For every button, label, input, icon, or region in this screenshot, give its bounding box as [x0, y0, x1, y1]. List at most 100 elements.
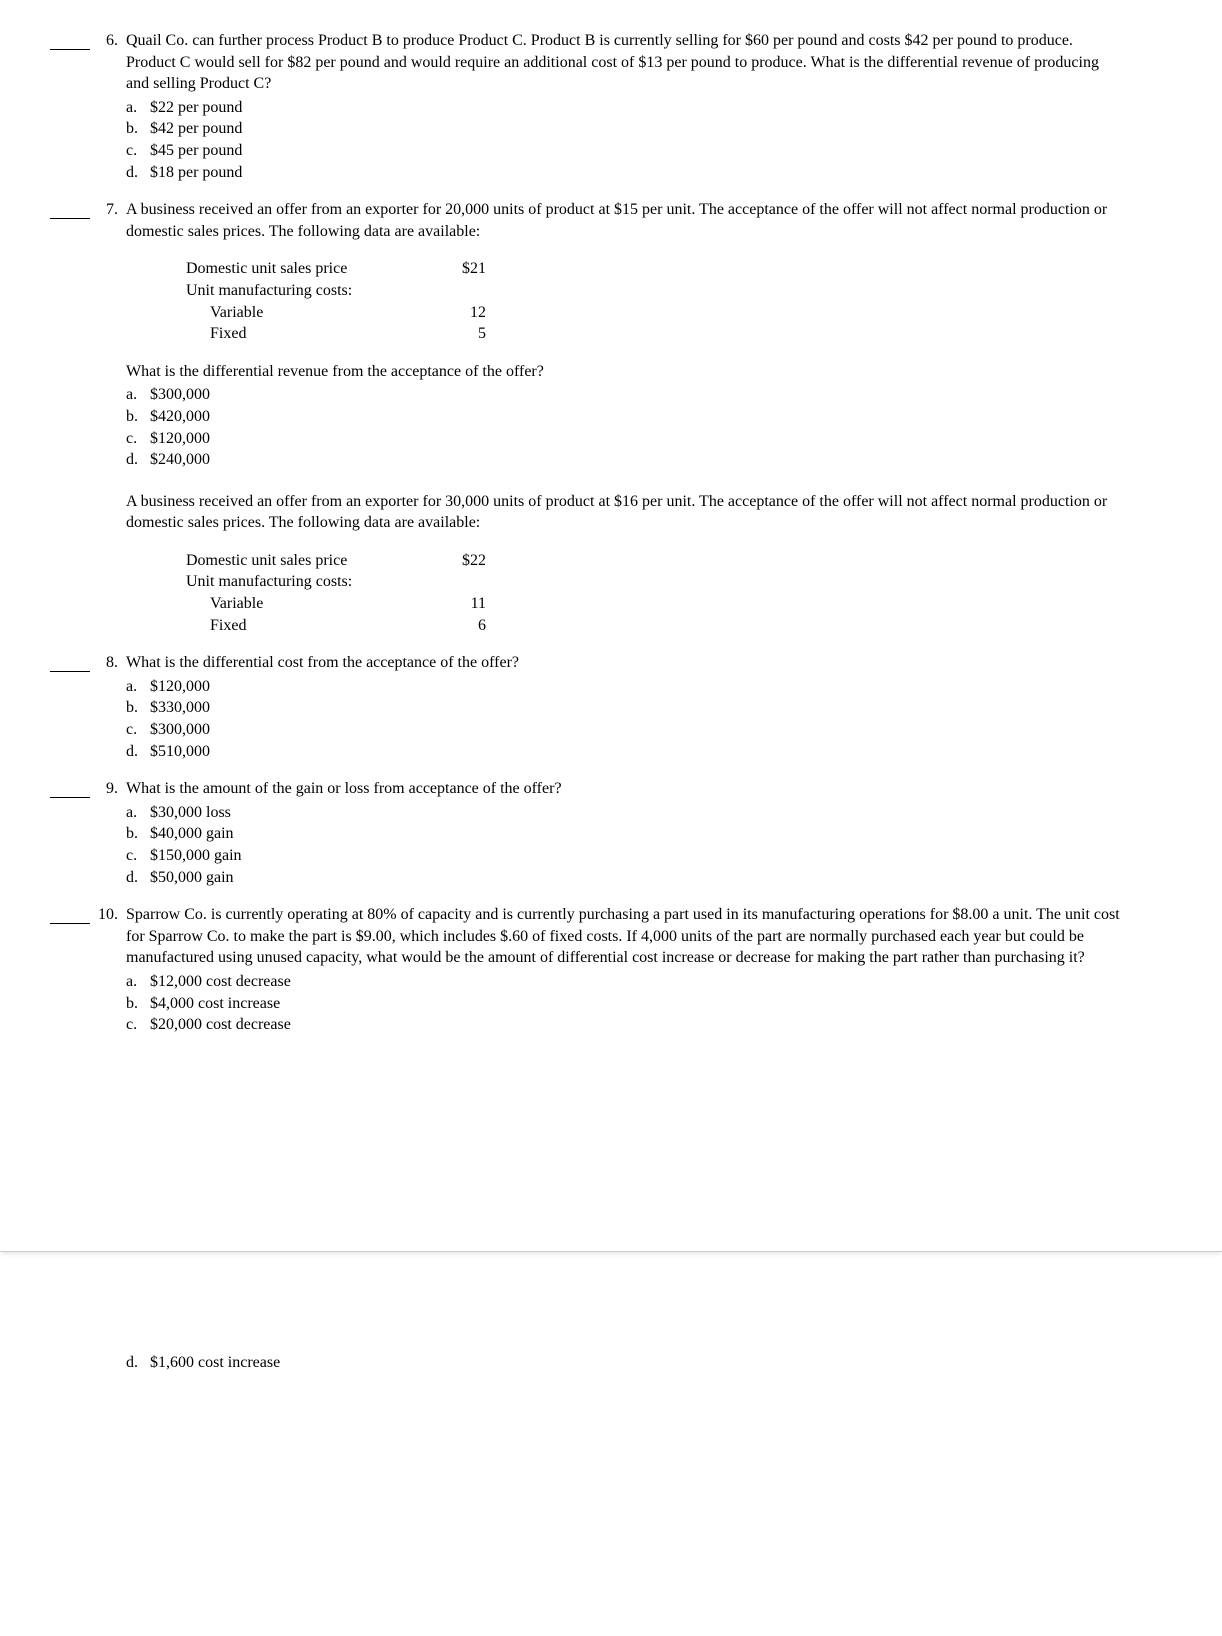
- answer-blank-8[interactable]: [50, 656, 90, 672]
- data-label: Fixed: [186, 615, 426, 637]
- data-value: 5: [426, 323, 486, 345]
- option-d: d. $240,000: [126, 449, 1122, 471]
- option-text: $12,000 cost decrease: [150, 971, 1122, 993]
- option-text: $4,000 cost increase: [150, 993, 1122, 1015]
- question-6: 6. Quail Co. can further process Product…: [50, 30, 1122, 183]
- question-number: 7.: [98, 199, 126, 471]
- question-text: Sparrow Co. is currently operating at 80…: [126, 904, 1122, 969]
- option-text: $300,000: [150, 384, 1122, 406]
- option-b: b. $420,000: [126, 406, 1122, 428]
- option-a: a. $120,000: [126, 676, 1122, 698]
- option-marker: c.: [126, 140, 150, 162]
- answer-blank-6[interactable]: [50, 34, 90, 50]
- page-break: [0, 1052, 1222, 1252]
- option-text: $40,000 gain: [150, 823, 1122, 845]
- question-content: What is the differential cost from the a…: [126, 652, 1122, 762]
- option-marker: b.: [126, 406, 150, 428]
- option-marker: b.: [126, 823, 150, 845]
- question-content: What is the amount of the gain or loss f…: [126, 778, 1122, 888]
- data-value: 6: [426, 615, 486, 637]
- option-c: c. $300,000: [126, 719, 1122, 741]
- option-text: $120,000: [150, 676, 1122, 698]
- option-text: $120,000: [150, 428, 1122, 450]
- option-marker: a.: [126, 802, 150, 824]
- options-list: a. $30,000 loss b. $40,000 gain c. $150,…: [126, 802, 1122, 888]
- option-d: d. $50,000 gain: [126, 867, 1122, 889]
- option-text: $30,000 loss: [150, 802, 1122, 824]
- data-label: Unit manufacturing costs:: [186, 280, 426, 302]
- option-b: b. $40,000 gain: [126, 823, 1122, 845]
- data-label: Variable: [186, 593, 426, 615]
- option-marker: d.: [126, 1352, 150, 1374]
- option-marker: c.: [126, 428, 150, 450]
- data-row: Fixed 6: [186, 615, 1122, 637]
- question-content: A business received an offer from an exp…: [126, 199, 1122, 471]
- option-d: d. $510,000: [126, 741, 1122, 763]
- option-marker: a.: [126, 97, 150, 119]
- option-text: $330,000: [150, 697, 1122, 719]
- option-d: d. $18 per pound: [126, 162, 1122, 184]
- data-label: Domestic unit sales price: [186, 550, 426, 572]
- option-text: $22 per pound: [150, 97, 1122, 119]
- option-text: $150,000 gain: [150, 845, 1122, 867]
- option-marker: a.: [126, 971, 150, 993]
- option-c: c. $20,000 cost decrease: [126, 1014, 1122, 1036]
- data-value: $21: [426, 258, 486, 280]
- data-value: 12: [426, 302, 486, 324]
- question-9: 9. What is the amount of the gain or los…: [50, 778, 1122, 888]
- question-number: 10.: [98, 904, 126, 1036]
- option-marker: a.: [126, 676, 150, 698]
- option-c: c. $150,000 gain: [126, 845, 1122, 867]
- question-10-option-d-orphan: d. $1,600 cost increase: [126, 1352, 1122, 1374]
- question-text: What is the amount of the gain or loss f…: [126, 778, 1122, 800]
- option-text: $50,000 gain: [150, 867, 1122, 889]
- option-d: d. $1,600 cost increase: [126, 1352, 1122, 1374]
- option-marker: c.: [126, 845, 150, 867]
- options-list: a. $300,000 b. $420,000 c. $120,000 d. $…: [126, 384, 1122, 470]
- data-row: Fixed 5: [186, 323, 1122, 345]
- question-content: Sparrow Co. is currently operating at 80…: [126, 904, 1122, 1036]
- question-text: A business received an offer from an exp…: [126, 199, 1122, 242]
- data-label: Unit manufacturing costs:: [186, 571, 426, 593]
- question-number: 6.: [98, 30, 126, 183]
- option-text: $20,000 cost decrease: [150, 1014, 1122, 1036]
- option-text: $240,000: [150, 449, 1122, 471]
- option-b: b. $42 per pound: [126, 118, 1122, 140]
- option-a: a. $12,000 cost decrease: [126, 971, 1122, 993]
- data-label: Fixed: [186, 323, 426, 345]
- options-list: a. $12,000 cost decrease b. $4,000 cost …: [126, 971, 1122, 1036]
- data-value: $22: [426, 550, 486, 572]
- option-text: $45 per pound: [150, 140, 1122, 162]
- option-a: a. $22 per pound: [126, 97, 1122, 119]
- data-row: Unit manufacturing costs:: [186, 280, 1122, 302]
- option-marker: c.: [126, 719, 150, 741]
- option-marker: d.: [126, 449, 150, 471]
- option-text: $300,000: [150, 719, 1122, 741]
- options-list: a. $120,000 b. $330,000 c. $300,000 d. $…: [126, 676, 1122, 762]
- option-a: a. $300,000: [126, 384, 1122, 406]
- data-label: Variable: [186, 302, 426, 324]
- question-7: 7. A business received an offer from an …: [50, 199, 1122, 471]
- followup-text: What is the differential revenue from th…: [126, 361, 1122, 383]
- option-marker: d.: [126, 867, 150, 889]
- answer-blank-10[interactable]: [50, 908, 90, 924]
- data-row: Domestic unit sales price $22: [186, 550, 1122, 572]
- answer-blank-9[interactable]: [50, 782, 90, 798]
- question-text: Quail Co. can further process Product B …: [126, 30, 1122, 95]
- option-marker: d.: [126, 162, 150, 184]
- data-row: Variable 12: [186, 302, 1122, 324]
- question-8: 8. What is the differential cost from th…: [50, 652, 1122, 762]
- option-text: $420,000: [150, 406, 1122, 428]
- option-c: c. $45 per pound: [126, 140, 1122, 162]
- answer-blank-7[interactable]: [50, 203, 90, 219]
- data-row: Unit manufacturing costs:: [186, 571, 1122, 593]
- option-text: $18 per pound: [150, 162, 1122, 184]
- question-number: 9.: [98, 778, 126, 888]
- intro-text: A business received an offer from an exp…: [126, 491, 1122, 534]
- option-c: c. $120,000: [126, 428, 1122, 450]
- question-content: Quail Co. can further process Product B …: [126, 30, 1122, 183]
- options-list: a. $22 per pound b. $42 per pound c. $45…: [126, 97, 1122, 183]
- option-marker: b.: [126, 993, 150, 1015]
- data-value: [426, 571, 486, 593]
- data-row: Domestic unit sales price $21: [186, 258, 1122, 280]
